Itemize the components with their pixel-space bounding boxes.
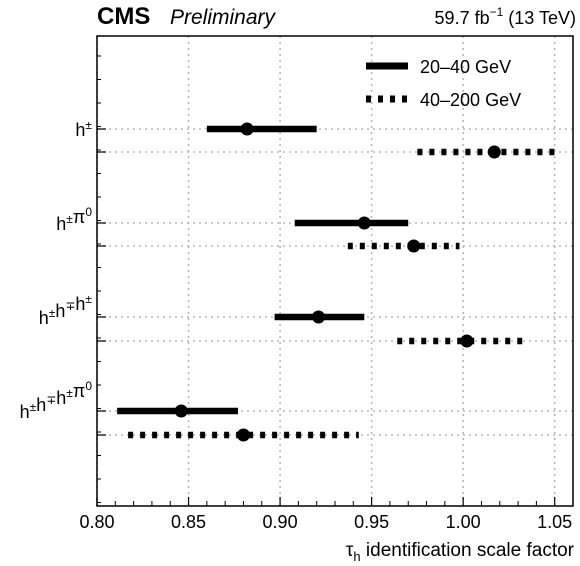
data-point-marker [487, 145, 501, 159]
legend: 20–40 GeV 40–200 GeV [366, 57, 521, 110]
data-point-marker [357, 216, 371, 230]
legend-label-2: 40–200 GeV [420, 90, 521, 110]
data-point-marker [312, 310, 326, 324]
x-axis: 0.80 0.85 0.90 0.95 1.00 1.05 [79, 497, 572, 532]
x-tick-label: 0.95 [354, 512, 389, 532]
data-point-marker [174, 404, 188, 418]
data-point-marker [236, 428, 250, 442]
category-label: h±π0 [56, 205, 92, 234]
x-tick-label: 0.85 [171, 512, 206, 532]
x-tick-label: 0.80 [79, 512, 114, 532]
data-point-marker [240, 122, 254, 136]
status-label: Preliminary [170, 6, 277, 29]
x-axis-label: τh identification scale factor [346, 540, 575, 564]
x-tick-label: 0.90 [263, 512, 298, 532]
y-axis: h± h±π0 h±h∓h± h±h∓h±π0 [20, 55, 106, 503]
category-label: h±h∓h±π0 [20, 379, 93, 422]
luminosity-label: 59.7 fb−1 (13 TeV) [435, 5, 576, 28]
data-marks [117, 122, 555, 442]
x-tick-label: 1.00 [446, 512, 481, 532]
category-label: h±h∓h± [39, 292, 93, 328]
data-point-marker [407, 239, 421, 253]
data-point-marker [460, 334, 474, 348]
category-label: h± [75, 118, 92, 140]
x-tick-label: 1.05 [537, 512, 572, 532]
legend-label-1: 20–40 GeV [420, 57, 511, 77]
experiment-label: CMS [97, 3, 150, 30]
